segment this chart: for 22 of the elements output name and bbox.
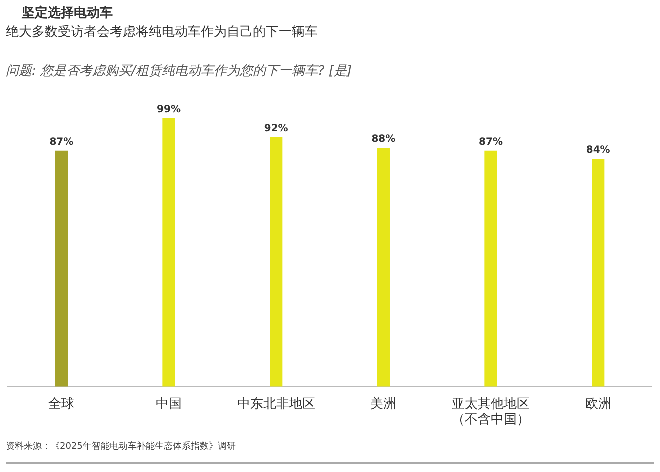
data-label: 87%: [50, 136, 74, 148]
x-tick-label: 美洲: [370, 396, 397, 412]
x-tick-label: 全球: [48, 396, 75, 412]
text: 资料来源：《2025年智能电动车补能生态体系指数》调研: [6, 440, 236, 453]
bar: [592, 159, 605, 387]
data-label: 84%: [586, 144, 610, 156]
bar: [484, 150, 498, 387]
bar: [55, 150, 68, 387]
chart-subtitle: 绝大多数受访者会考虑将纯电动车作为自己的下一辆车: [6, 24, 318, 41]
chart-title: 坚定选择电动车: [22, 4, 113, 22]
x-tick-label: 亚太其他地区（不含中国）: [452, 396, 530, 428]
x-tick-label: 中东北非地区: [237, 396, 316, 412]
data-label: 92%: [264, 123, 288, 134]
x-tick-label: 中国: [156, 396, 182, 412]
x-tick-label: 欧洲: [585, 396, 612, 412]
data-label: 99%: [157, 104, 181, 116]
data-label: 87%: [479, 136, 503, 148]
text: 问题: 您是否考虑购买/租赁纯电动车作为您的下一辆车? [是]: [6, 63, 352, 80]
bar: [162, 118, 176, 387]
data-label: 88%: [372, 134, 396, 146]
bar: [270, 137, 283, 387]
bar: [377, 148, 390, 387]
